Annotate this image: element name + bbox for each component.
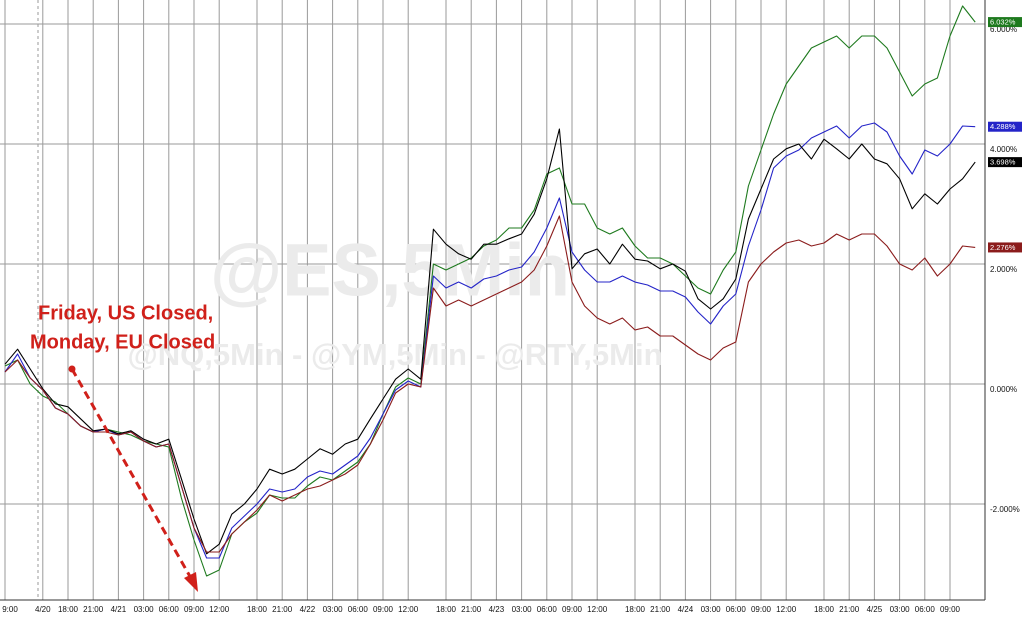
x-tick-label: 21:00 (461, 605, 482, 614)
x-tick-label: 12:00 (587, 605, 608, 614)
x-tick-label: 4/25 (867, 605, 883, 614)
x-tick-label: 12:00 (209, 605, 230, 614)
value-label: 4.288% (990, 122, 1016, 131)
x-tick-label: 03:00 (134, 605, 155, 614)
x-tick-label: 21:00 (650, 605, 671, 614)
x-tick-label: 09:00 (562, 605, 583, 614)
x-tick-label: 4/20 (35, 605, 51, 614)
series-line (4, 128, 976, 555)
x-tick-label: 18:00 (58, 605, 79, 614)
x-tick-label: 12:00 (398, 605, 419, 614)
value-label: 6.032% (990, 18, 1016, 27)
y-tick-label: 2.000% (990, 265, 1017, 274)
value-tag (988, 17, 1022, 28)
value-tag (988, 157, 1022, 168)
watermark: @NQ,5Min - @YM,5Min - @RTY,5Min (127, 337, 662, 372)
x-tick-label: 4/22 (300, 605, 316, 614)
x-tick-label: 21:00 (272, 605, 293, 614)
x-tick-label: 4/21 (111, 605, 127, 614)
value-tag (988, 121, 1022, 132)
x-tick-label: 12:00 (776, 605, 797, 614)
x-tick-label: 4/23 (489, 605, 505, 614)
x-tick-label: 18:00 (625, 605, 646, 614)
x-tick-label: 21:00 (83, 605, 104, 614)
x-tick-label: 09:00 (184, 605, 205, 614)
labels: 9:00 4/20 18:00 21:00 4/21 03:00 06:00 09:00 12:… (2, 17, 1022, 614)
value-label: 3.698% (990, 158, 1016, 167)
x-tick-label: 09:00 (940, 605, 961, 614)
x-tick-label: 03:00 (323, 605, 344, 614)
y-tick-label: -2.000% (990, 505, 1020, 514)
arrow (70, 368, 194, 581)
annotation: Friday, US Closed, (38, 302, 213, 324)
x-tick-label: 03:00 (512, 605, 533, 614)
x-tick-label: 9:00 (2, 605, 18, 614)
lines (4, 5, 976, 577)
x-tick-label: 06:00 (348, 605, 369, 614)
value-label: 2.276% (990, 243, 1016, 252)
x-tick-label: 18:00 (247, 605, 268, 614)
x-tick-label: 4/24 (678, 605, 694, 614)
x-tick-label: 21:00 (839, 605, 860, 614)
watermark: @ES,5Min (210, 229, 570, 312)
x-tick-label: 06:00 (159, 605, 180, 614)
series-line (4, 5, 976, 577)
y-tick-label: 4.000% (990, 145, 1017, 154)
x-tick-label: 03:00 (701, 605, 722, 614)
series-line (4, 215, 976, 553)
y-tick-label: 0.000% (990, 385, 1017, 394)
annotation: Monday, EU Closed (30, 331, 215, 353)
x-tick-label: 06:00 (537, 605, 558, 614)
x-tick-label: 09:00 (751, 605, 772, 614)
x-tick-label: 18:00 (814, 605, 835, 614)
x-tick-label: 18:00 (436, 605, 457, 614)
x-tick-label: 06:00 (915, 605, 936, 614)
x-tick-label: 06:00 (726, 605, 747, 614)
y-tick-label: 6.000% (990, 25, 1017, 34)
grid (0, 0, 985, 600)
arrow-head (184, 572, 198, 592)
x-tick-label: 09:00 (373, 605, 394, 614)
value-tag (988, 242, 1022, 253)
x-tick-label: 03:00 (890, 605, 911, 614)
